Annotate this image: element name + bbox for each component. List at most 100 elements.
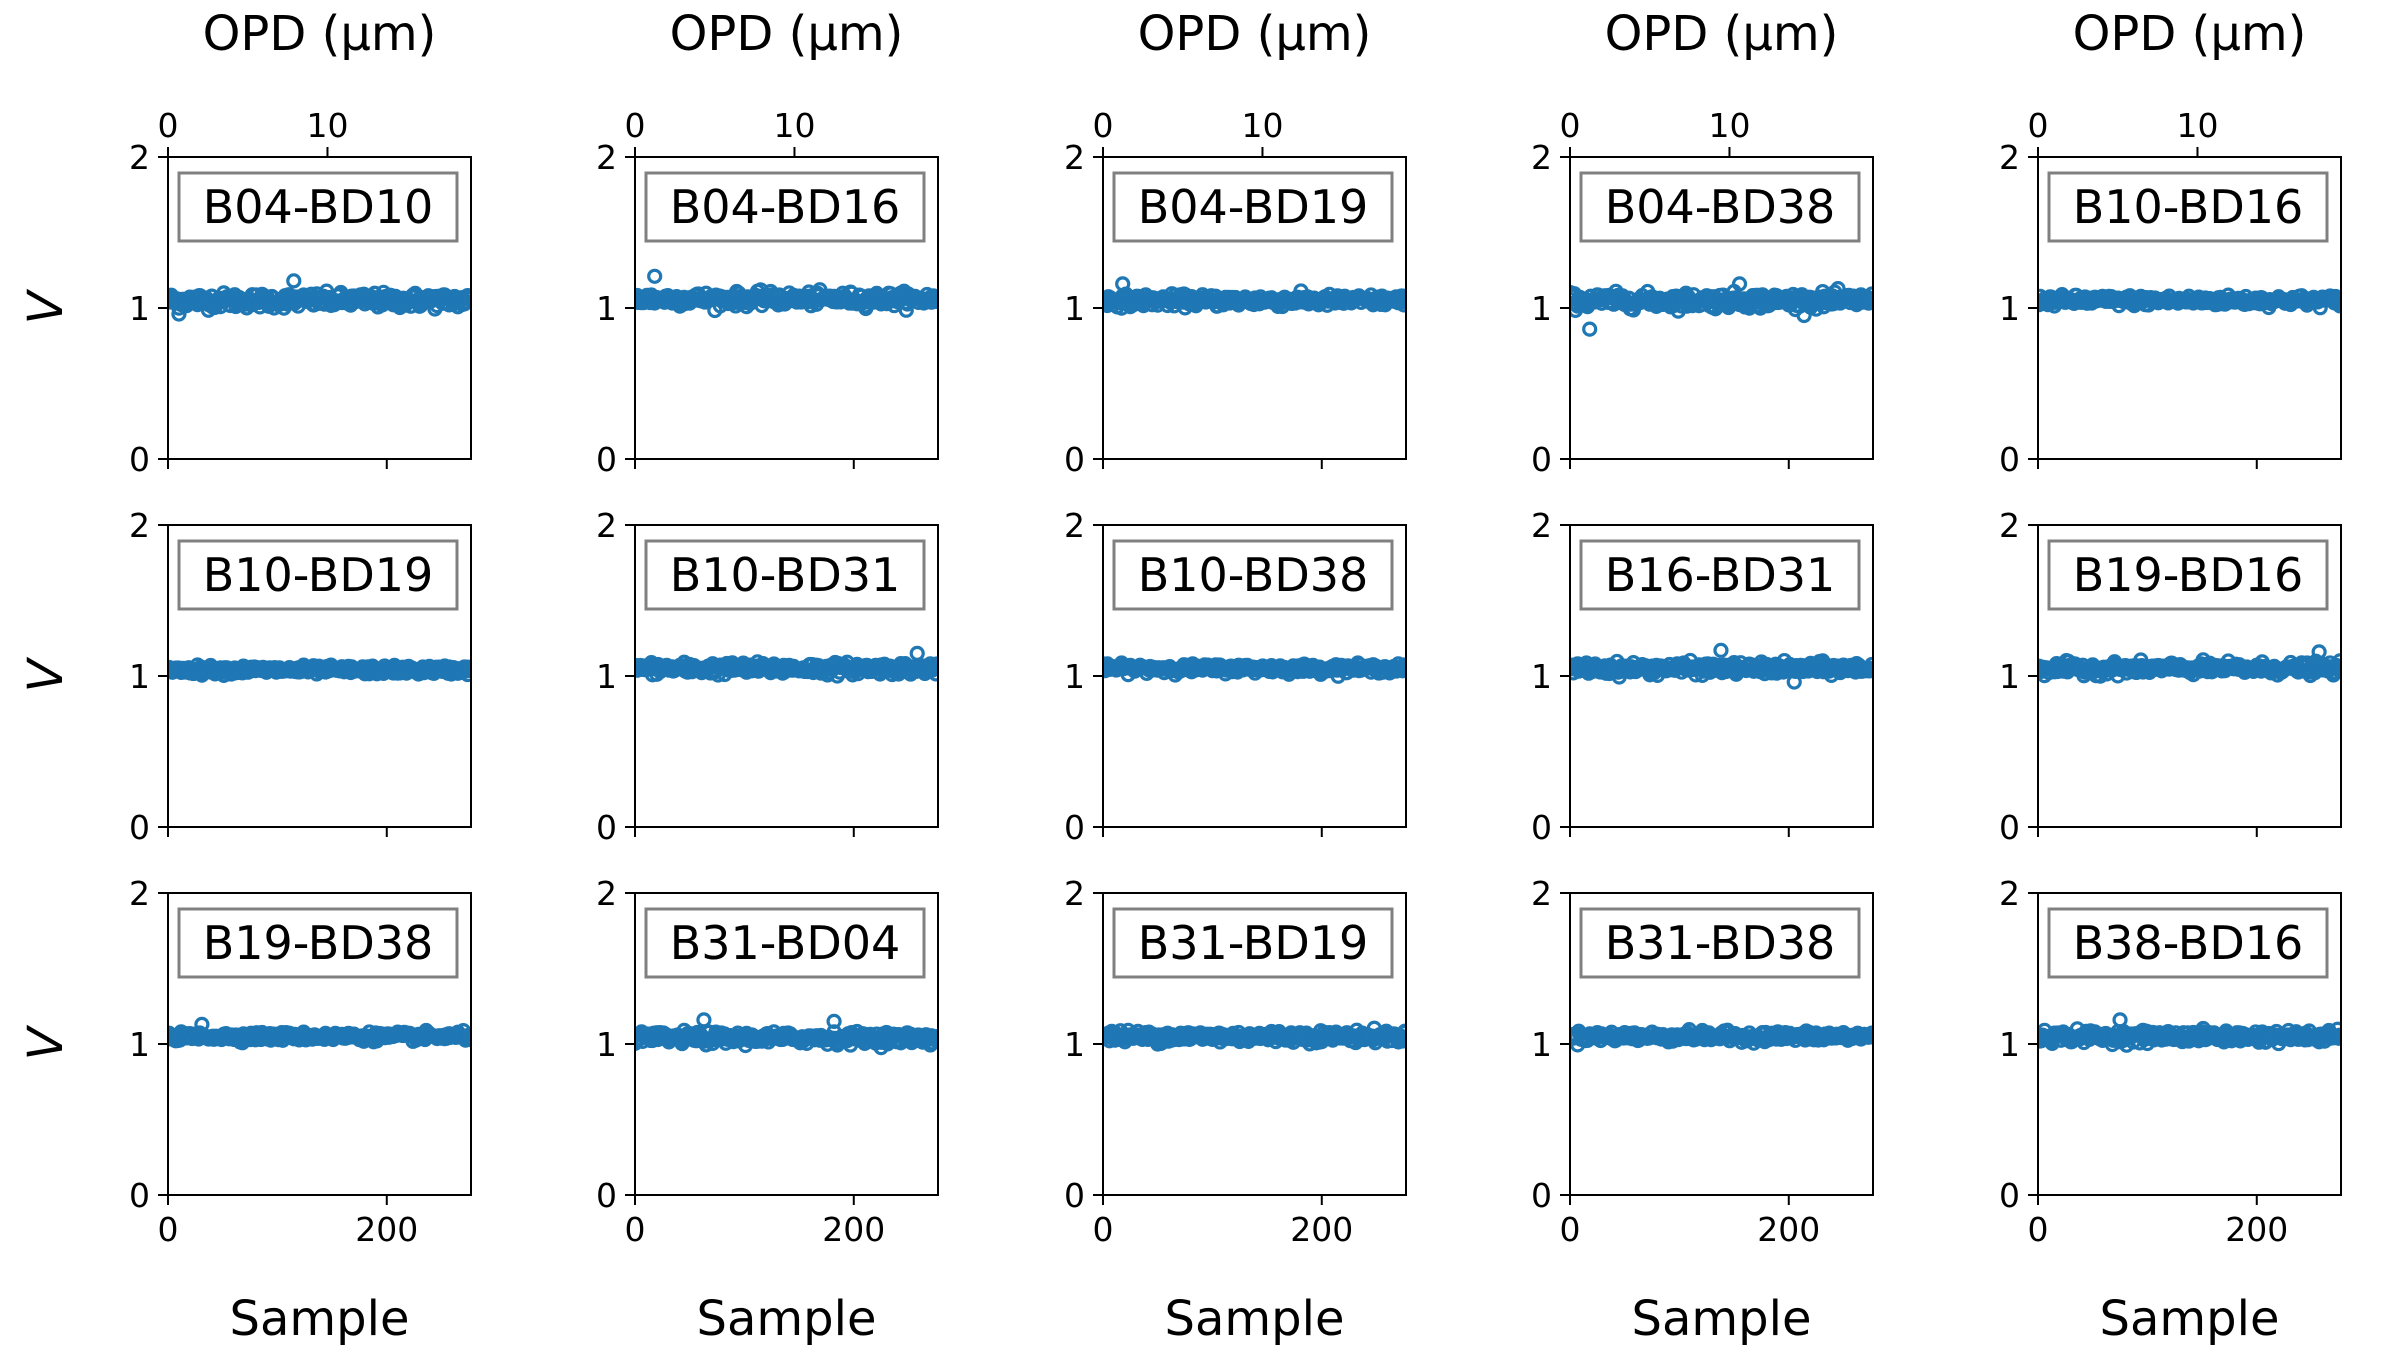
- panel-label: B04-BD16: [670, 180, 901, 234]
- y-tick-label: 0: [1531, 440, 1552, 479]
- panel: 0 1 2 B10-BD38: [1064, 506, 1407, 847]
- data-points: [635, 268, 938, 319]
- y-tick-label: 2: [1531, 138, 1552, 177]
- y-tick-label: 2: [596, 874, 617, 913]
- panel-label-box: [644, 539, 926, 611]
- y-tick-label: 1: [596, 1025, 617, 1064]
- y-tick-label: 2: [1531, 506, 1552, 545]
- y-tick-label: 0: [129, 808, 150, 847]
- y-tick-label: 1: [596, 657, 617, 696]
- y-tick-label: 1: [1064, 289, 1085, 328]
- panel-label-box: [1112, 907, 1394, 979]
- panel-label-box: [177, 539, 459, 611]
- panel-label-box: [2047, 171, 2329, 243]
- data-points: [1570, 1022, 1873, 1053]
- top-x-tick-label: 0: [1093, 106, 1114, 145]
- y-tick-label: 0: [596, 808, 617, 847]
- x-tick-label: 0: [158, 1210, 179, 1249]
- data-point: [1396, 297, 1406, 313]
- data-point: [927, 289, 938, 306]
- data-point: [1863, 661, 1873, 677]
- panel-label: B19-BD16: [2073, 548, 2304, 602]
- data-point: [2332, 1027, 2341, 1043]
- data-points: [2038, 287, 2341, 316]
- y-tick-label: 2: [596, 138, 617, 177]
- data-point-outlier: [2311, 644, 2327, 660]
- data-point: [462, 1031, 471, 1048]
- panel-label: B10-BD31: [670, 548, 901, 602]
- y-tick-label: 1: [1999, 1025, 2020, 1064]
- data-point-outlier: [696, 1012, 712, 1028]
- top-axis-title: OPD (μm): [2073, 6, 2307, 62]
- data-point: [2332, 298, 2341, 314]
- panel-label: B31-BD04: [670, 916, 901, 970]
- y-tick-label: 2: [129, 506, 150, 545]
- data-point: [1864, 1025, 1873, 1041]
- panel-label: B19-BD38: [203, 916, 434, 970]
- data-point: [1863, 1029, 1873, 1045]
- data-point: [929, 292, 938, 308]
- data-points: [1103, 276, 1406, 316]
- data-point: [1395, 1033, 1406, 1049]
- data-points: [2038, 644, 2341, 684]
- data-point: [928, 666, 938, 682]
- top-axis-title: OPD (μm): [203, 6, 437, 62]
- panel-label: B31-BD38: [1605, 916, 1836, 970]
- panel-label: B38-BD16: [2073, 916, 2304, 970]
- x-axis-title: Sample: [1632, 1291, 1812, 1347]
- data-points: [635, 1012, 938, 1056]
- data-point: [460, 666, 471, 683]
- y-tick-label: 0: [1064, 1176, 1085, 1215]
- y-tick-label: 2: [129, 138, 150, 177]
- data-point: [929, 656, 938, 672]
- y-axis-title: V: [18, 1024, 74, 1060]
- data-point: [1395, 663, 1406, 679]
- top-x-tick-label: 10: [1241, 106, 1283, 145]
- x-tick-label: 0: [2028, 1210, 2049, 1249]
- x-tick-label: 200: [355, 1210, 418, 1249]
- y-tick-label: 0: [1999, 1176, 2020, 1215]
- panel-label-box: [644, 907, 926, 979]
- panel-label: B10-BD38: [1138, 548, 1369, 602]
- top-x-tick-label: 10: [1708, 106, 1750, 145]
- y-tick-label: 2: [1999, 506, 2020, 545]
- x-axis-title: Sample: [230, 1291, 410, 1347]
- panel-label: B04-BD10: [203, 180, 434, 234]
- panel: 0 1 2 0 200 Sample B31-BD38: [1531, 874, 1874, 1347]
- y-axis-title: V: [18, 656, 74, 692]
- data-point-outlier: [647, 268, 663, 284]
- panel: 0 1 2 0 200 Sample B31-BD04: [596, 874, 939, 1347]
- data-point: [1863, 293, 1873, 309]
- y-tick-label: 2: [1064, 874, 1085, 913]
- data-points: [168, 272, 486, 322]
- y-tick-label: 1: [1531, 1025, 1552, 1064]
- data-points: [635, 645, 938, 684]
- y-tick-label: 1: [596, 289, 617, 328]
- y-tick-label: 2: [1064, 506, 1085, 545]
- data-point-outlier: [1582, 321, 1598, 337]
- data-points: [168, 1016, 471, 1051]
- data-point: [1397, 294, 1406, 310]
- y-tick-label: 2: [1064, 138, 1085, 177]
- top-x-tick-label: 0: [625, 106, 646, 145]
- y-axis-title: V: [18, 288, 74, 324]
- y-tick-label: 0: [1999, 440, 2020, 479]
- x-tick-label: 200: [822, 1210, 885, 1249]
- data-points: [1570, 642, 1873, 690]
- y-tick-label: 2: [1999, 874, 2020, 913]
- panel: 0 1 2 B10-BD31: [596, 506, 939, 847]
- data-point: [927, 660, 938, 676]
- data-points: [2038, 1012, 2341, 1053]
- data-point-outlier: [474, 272, 486, 284]
- top-x-tick-label: 0: [1560, 106, 1581, 145]
- data-points: [168, 657, 471, 683]
- data-point-outlier: [909, 645, 925, 661]
- panel-label-box: [2047, 907, 2329, 979]
- panel-label: B10-BD16: [2073, 180, 2304, 234]
- x-tick-label: 200: [2225, 1210, 2288, 1249]
